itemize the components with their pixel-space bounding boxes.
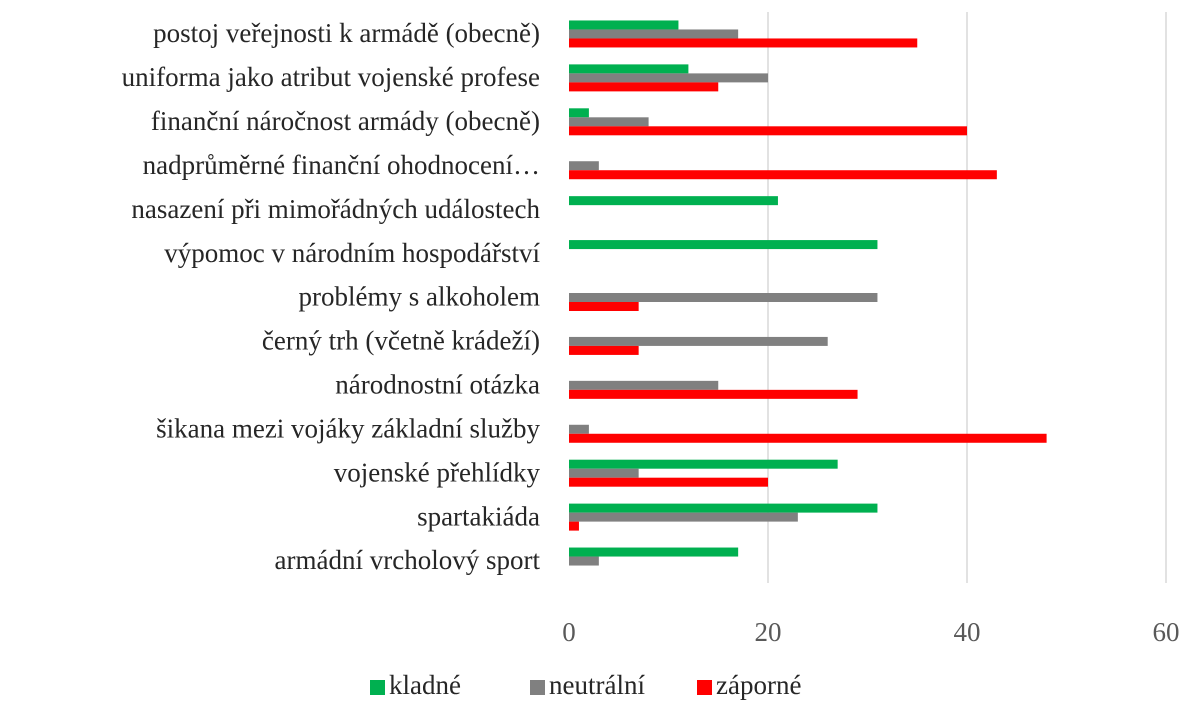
category-label: šikana mezi vojáky základní služby — [156, 413, 540, 443]
legend-label: kladné — [389, 670, 461, 700]
x-tick-label: 60 — [1153, 617, 1180, 647]
bar — [569, 117, 649, 127]
bar — [569, 20, 679, 30]
x-tick-label: 40 — [954, 617, 981, 647]
bar — [569, 38, 918, 48]
bar — [569, 336, 828, 346]
bar — [569, 29, 739, 39]
bar — [569, 240, 878, 250]
bar — [569, 302, 639, 311]
category-label: národnostní otázka — [335, 370, 540, 400]
bar — [569, 468, 639, 478]
category-label: postoj veřejnosti k armádě (obecně) — [153, 18, 540, 48]
bar — [569, 433, 1047, 443]
category-label: armádní vrcholový sport — [275, 545, 541, 575]
legend-label: neutrální — [549, 670, 645, 700]
bar — [569, 512, 798, 522]
bar — [569, 64, 689, 74]
bar — [569, 477, 768, 487]
bar — [569, 459, 838, 469]
category-label: problémy s alkoholem — [299, 282, 540, 312]
bar — [569, 161, 599, 171]
x-tick-label: 20 — [755, 617, 782, 647]
x-tick-label: 0 — [562, 617, 576, 647]
bar — [569, 126, 967, 136]
category-label: výpomoc v národním hospodářství — [164, 238, 540, 268]
bar — [569, 424, 589, 434]
category-label: nasazení při mimořádných událostech — [131, 194, 540, 224]
legend-label: záporné — [716, 670, 801, 700]
bar — [569, 380, 719, 390]
bar — [569, 547, 739, 557]
bar — [569, 293, 878, 302]
legend-swatch — [530, 680, 545, 695]
bar — [569, 389, 858, 399]
bar — [569, 82, 719, 92]
bar — [569, 556, 599, 566]
bar — [569, 521, 579, 531]
legend-swatch — [370, 680, 385, 695]
bar — [569, 345, 639, 355]
bar — [569, 108, 589, 118]
category-label: uniforma jako atribut vojenské profese — [122, 62, 540, 92]
bar — [569, 73, 768, 83]
bar — [569, 196, 778, 206]
category-label: finanční náročnost armády (obecně) — [151, 106, 540, 136]
category-label: vojenské přehlídky — [334, 457, 541, 487]
category-label: spartakiáda — [417, 501, 540, 531]
category-label: černý trh (včetně krádeží) — [262, 326, 540, 356]
legend-swatch — [697, 680, 712, 695]
bar — [569, 503, 878, 513]
category-label: nadprůměrné finanční ohodnocení… — [143, 150, 540, 180]
bar — [569, 170, 997, 180]
